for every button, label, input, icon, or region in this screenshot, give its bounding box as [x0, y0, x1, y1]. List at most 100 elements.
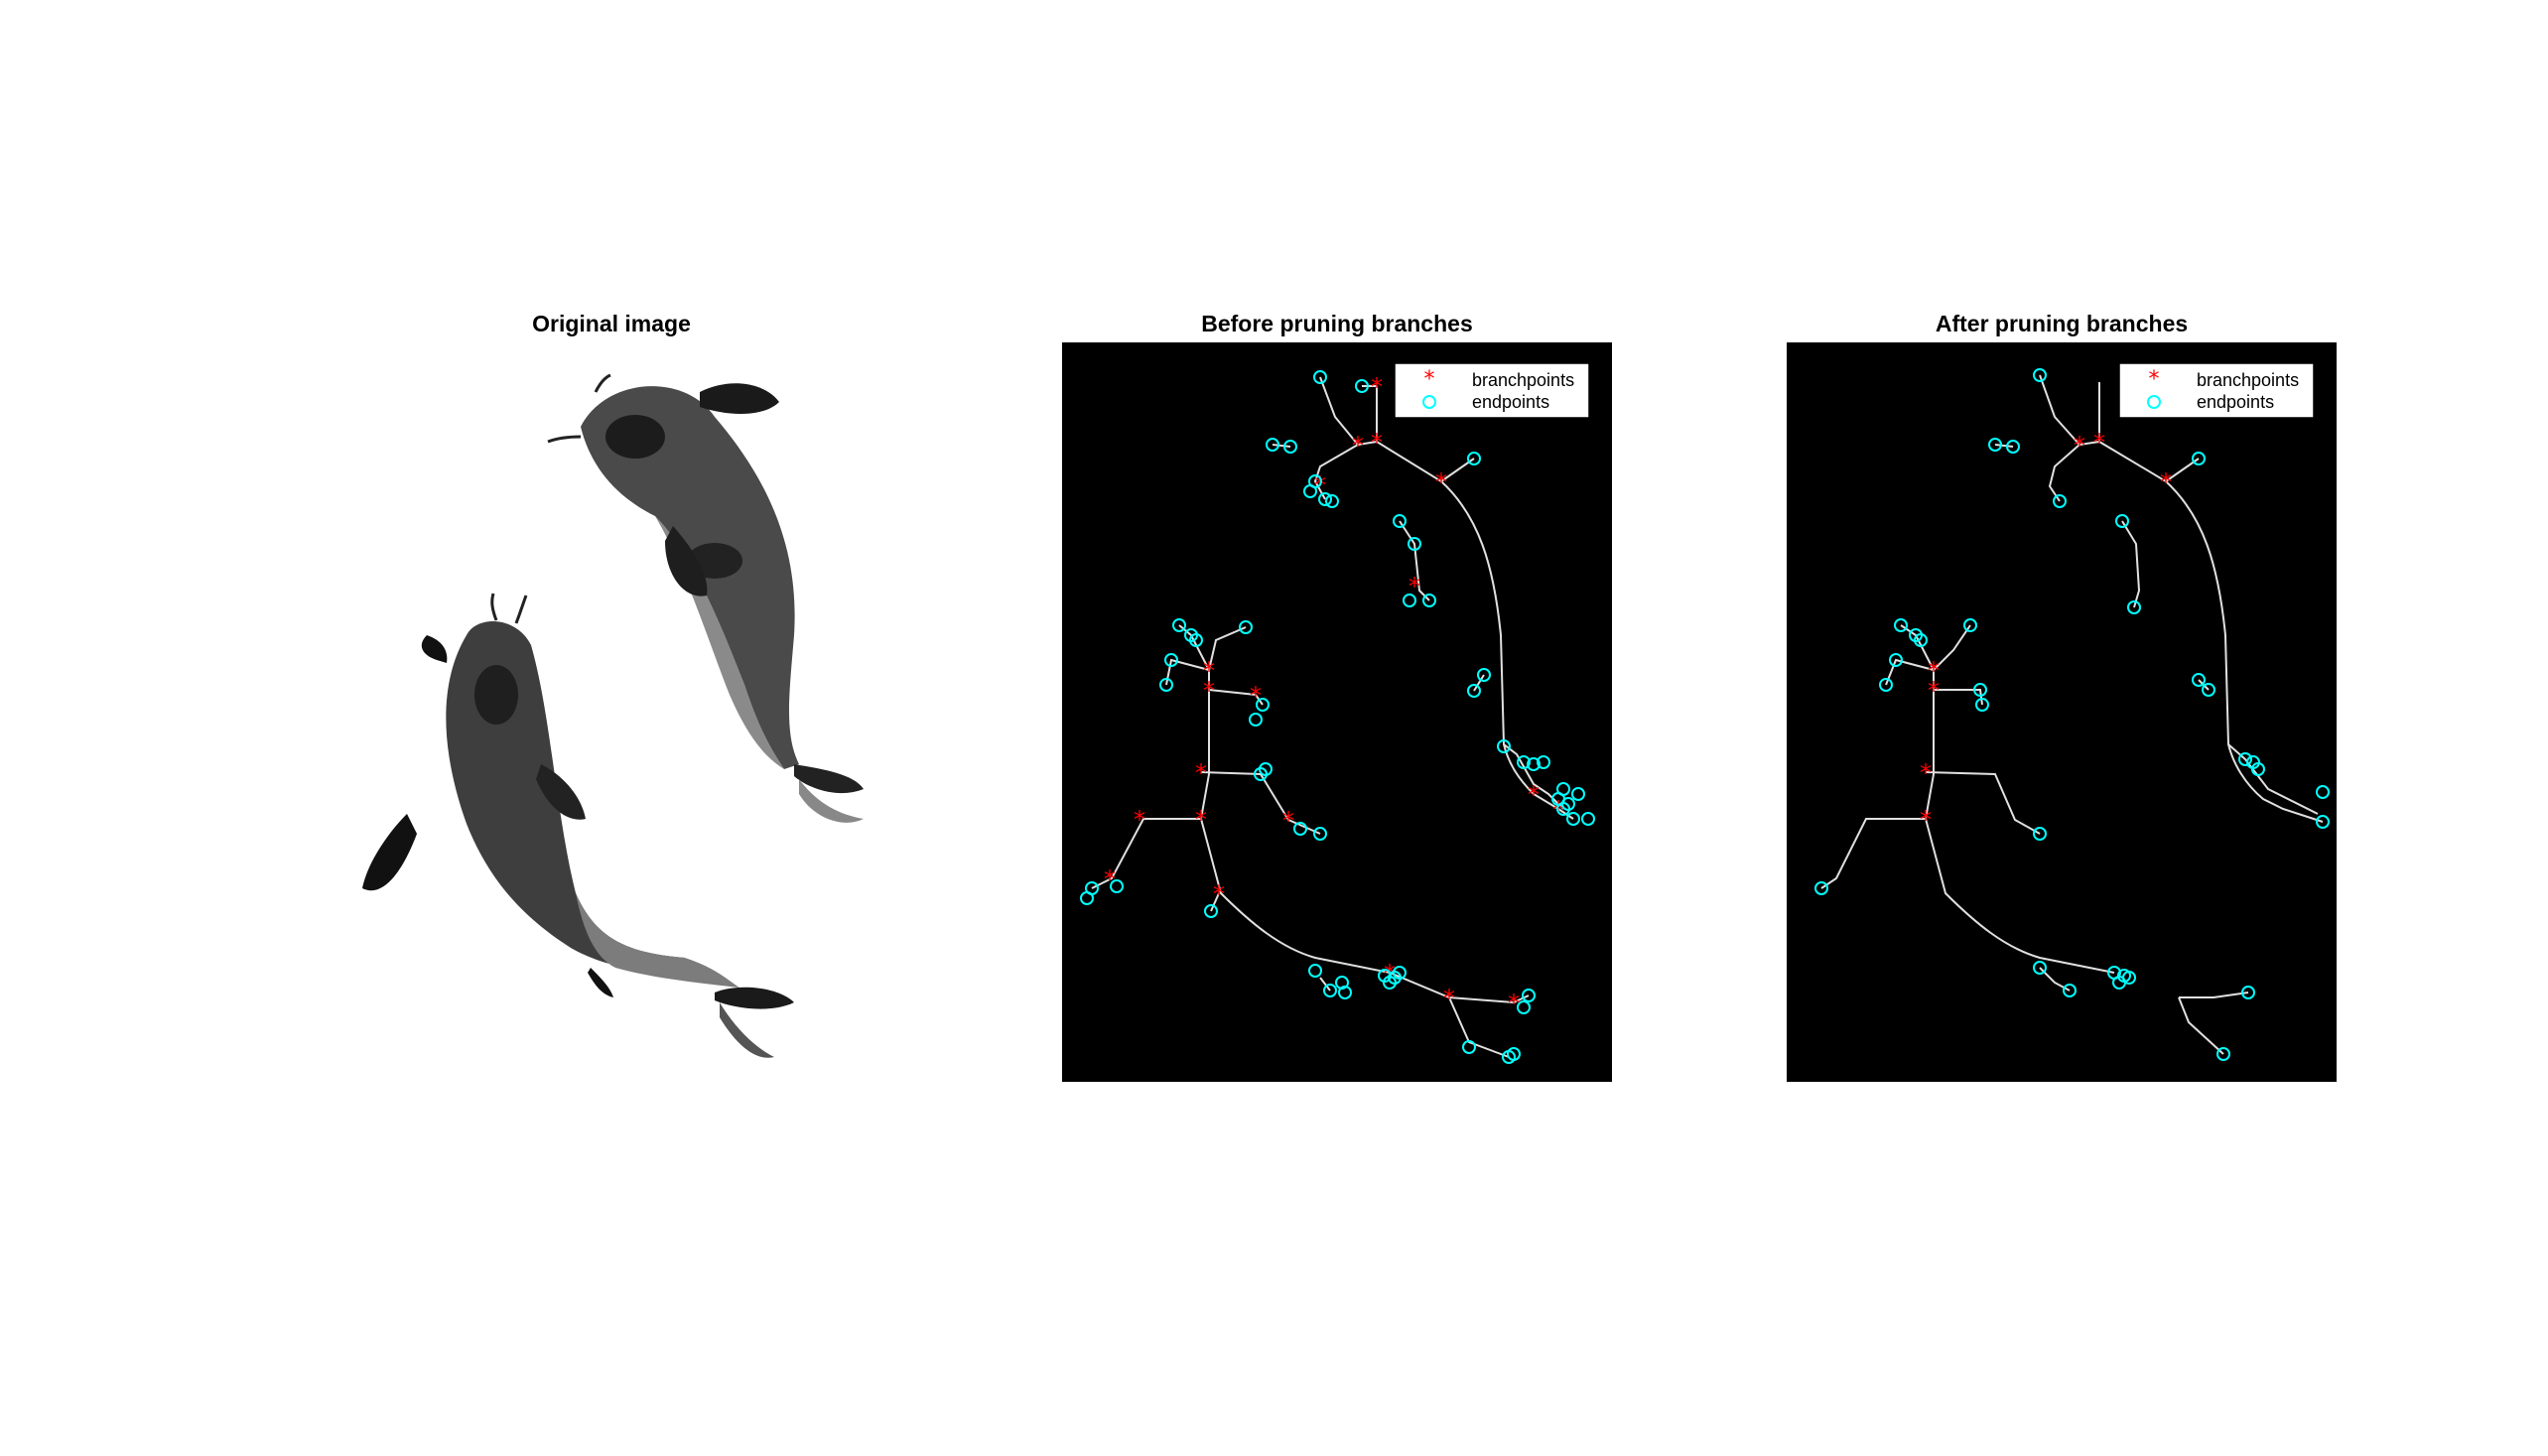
legend-box — [2118, 362, 2315, 419]
branchpoint-marker: * — [1408, 573, 1420, 600]
branchpoint-marker: * — [1928, 657, 1940, 685]
endpoint-marker — [2033, 961, 2047, 975]
branchpoint-marker: * — [1195, 759, 1207, 787]
endpoint-marker — [2241, 986, 2255, 999]
endpoint-marker — [1323, 984, 1337, 997]
endpoint-marker — [1571, 787, 1585, 801]
endpoint-marker — [1254, 767, 1268, 781]
endpoint-marker — [1388, 971, 1402, 985]
endpoint-marker — [2192, 452, 2206, 465]
endpoint-legend-icon — [2147, 395, 2161, 409]
legend-label: endpoints — [2197, 392, 2274, 412]
endpoint-marker — [2251, 762, 2265, 776]
endpoint-legend-icon — [1422, 395, 1436, 409]
endpoint-marker — [1988, 438, 2002, 452]
branchpoint-legend-icon: * — [1424, 367, 1435, 392]
endpoint-marker — [1497, 739, 1511, 753]
legend-box — [1394, 362, 1590, 419]
legend-label: endpoints — [1472, 392, 1549, 412]
legend-after: * branchpoints endpoints — [2118, 362, 2315, 419]
legend-before: * branchpoints endpoints — [1394, 362, 1590, 419]
endpoint-marker — [1308, 964, 1322, 978]
legend-label: branchpoints — [1472, 370, 1574, 390]
legend-label: branchpoints — [2197, 370, 2299, 390]
branchpoint-marker: * — [1352, 432, 1364, 460]
endpoint-marker — [1879, 678, 1893, 692]
endpoint-marker — [2033, 827, 2047, 841]
koi-upper — [547, 373, 864, 823]
branchpoint-marker: * — [2074, 432, 2085, 460]
endpoint-marker — [2216, 1047, 2230, 1061]
endpoint-marker — [1204, 904, 1218, 918]
endpoint-marker — [1313, 827, 1327, 841]
endpoint-marker — [1249, 713, 1263, 727]
endpoint-marker — [1814, 881, 1828, 895]
endpoint-marker — [1914, 633, 1928, 647]
endpoint-marker — [1189, 633, 1203, 647]
endpoint-marker — [2122, 971, 2136, 985]
endpoint-marker — [1318, 492, 1332, 506]
endpoint-marker — [1467, 684, 1481, 698]
endpoint-marker — [1527, 757, 1541, 771]
endpoint-marker — [2053, 494, 2067, 508]
endpoint-marker — [1338, 986, 1352, 999]
branchpoint-marker: * — [1203, 657, 1215, 685]
endpoint-marker — [2238, 752, 2252, 766]
endpoint-marker — [1422, 594, 1436, 607]
endpoint-marker — [1975, 698, 1989, 712]
endpoint-marker — [2192, 673, 2206, 687]
endpoint-marker — [1393, 514, 1407, 528]
endpoint-marker — [1172, 618, 1186, 632]
branchpoint-marker: * — [1928, 677, 1940, 705]
endpoint-marker — [1256, 698, 1270, 712]
endpoint-marker — [1556, 802, 1570, 816]
branchpoint-marker: * — [1371, 429, 1383, 457]
endpoint-marker — [2115, 514, 2129, 528]
endpoint-marker — [1894, 618, 1908, 632]
endpoint-marker — [1537, 755, 1550, 769]
endpoint-marker — [1335, 976, 1349, 990]
branchpoint-marker: * — [1213, 880, 1225, 908]
panel-before — [1062, 342, 1612, 1082]
koi-lower — [362, 593, 794, 1058]
branchpoint-marker: * — [1435, 468, 1447, 496]
endpoint-marker — [1973, 683, 1987, 697]
branchpoint-marker: * — [2093, 429, 2105, 457]
markers-before: ** ****** *** ****** *** — [1080, 370, 1595, 1064]
endpoint-marker — [1477, 668, 1491, 682]
branchpoint-marker: * — [1528, 781, 1540, 809]
branchpoint-marker: * — [1195, 806, 1207, 834]
endpoint-marker — [2033, 368, 2047, 382]
endpoint-marker — [1522, 989, 1536, 1002]
endpoint-marker — [1507, 1047, 1521, 1061]
branchpoint-marker: * — [1134, 806, 1145, 834]
endpoint-marker — [2316, 815, 2330, 829]
endpoint-marker — [1303, 484, 1317, 498]
endpoint-marker — [1517, 1000, 1531, 1014]
endpoint-marker — [1889, 653, 1903, 667]
endpoint-marker — [2063, 984, 2077, 997]
branchpoint-marker: * — [1282, 807, 1294, 835]
endpoint-marker — [1313, 370, 1327, 384]
endpoint-marker — [1159, 678, 1173, 692]
branchpoint-marker: * — [1250, 682, 1262, 710]
panel-after — [1787, 342, 2337, 1082]
endpoint-marker — [2316, 785, 2330, 799]
branchpoint-marker: * — [1104, 865, 1116, 893]
skeleton-canvas-before — [1062, 342, 1612, 1082]
endpoint-marker — [1325, 494, 1339, 508]
branchpoint-marker: * — [2160, 468, 2172, 496]
branchpoint-marker: * — [1920, 806, 1932, 834]
endpoint-marker — [2202, 683, 2215, 697]
endpoint-marker — [1080, 891, 1094, 905]
endpoint-marker — [1164, 653, 1178, 667]
endpoint-marker — [1963, 618, 1977, 632]
endpoint-marker — [1293, 822, 1307, 836]
branchpoint-marker: * — [1203, 677, 1215, 705]
panel-title-original: Original image — [532, 311, 691, 336]
panel-title-after: After pruning branches — [1935, 311, 2189, 336]
markers-after: * ****** — [1814, 368, 2330, 1061]
skeleton-canvas-after — [1787, 342, 2337, 1082]
endpoint-marker — [1408, 537, 1421, 551]
